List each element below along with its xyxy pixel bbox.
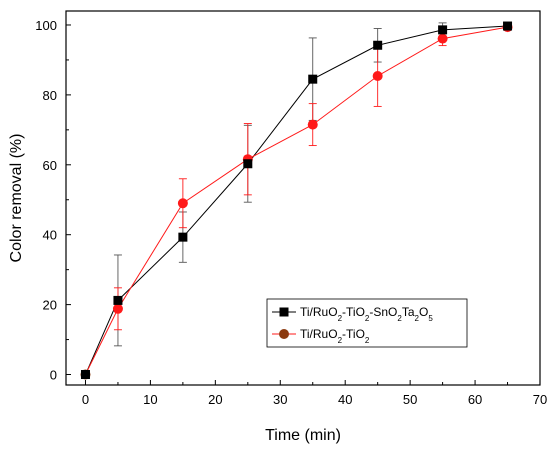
y-tick-label-4: 80 [43, 88, 57, 103]
data-point-0-2 [178, 232, 188, 242]
data-point-0-5 [373, 40, 383, 50]
series-line-0 [85, 25, 508, 375]
data-point-1-2 [177, 198, 188, 209]
y-tick-label-2: 40 [43, 228, 57, 243]
x-tick-label-7: 70 [533, 392, 547, 407]
plot-frame [65, 10, 541, 386]
series-lines [85, 25, 508, 375]
x-tick-label-3: 30 [273, 392, 287, 407]
data-markers [80, 21, 513, 380]
x-tick-label-4: 40 [338, 392, 352, 407]
series-line-1 [85, 26, 508, 375]
data-point-0-1 [113, 295, 123, 305]
y-tick-label-1: 20 [43, 298, 57, 313]
data-point-1-4 [307, 119, 318, 130]
x-tick-label-1: 10 [143, 392, 157, 407]
data-point-0-7 [503, 21, 513, 31]
y-axis-title: Color removal (%) [8, 134, 25, 263]
legend: Ti/RuO2-TiO2-SnO2Ta2O5 Ti/RuO2-TiO2 [266, 298, 468, 348]
legend-box [266, 298, 468, 348]
data-point-0-6 [438, 25, 448, 35]
x-tick-label-0: 0 [82, 392, 89, 407]
data-point-0-4 [308, 74, 318, 84]
x-tick-label-2: 20 [208, 392, 222, 407]
x-tick-label-5: 50 [403, 392, 417, 407]
legend-marker-1 [279, 329, 289, 339]
data-point-0-0 [80, 370, 90, 380]
legend-label-0: Ti/RuO2-TiO2-SnO2Ta2O5 [300, 305, 433, 323]
data-point-1-6 [437, 33, 448, 44]
error-bars [113, 22, 512, 347]
x-tick-label-6: 60 [468, 392, 482, 407]
data-point-1-5 [372, 71, 383, 82]
x-axis-title: Time (min) [265, 427, 341, 444]
y-tick-label-5: 100 [35, 18, 57, 33]
axis-ticks: 0 10 20 30 40 50 60 70 0 20 40 60 80 100 [35, 18, 547, 407]
legend-marker-0 [279, 307, 289, 317]
data-point-0-3 [243, 159, 253, 169]
legend-label-1: Ti/RuO2-TiO2 [300, 327, 370, 345]
y-tick-label-0: 0 [50, 368, 57, 383]
data-point-1-1 [112, 303, 123, 314]
y-tick-label-3: 60 [43, 158, 57, 173]
